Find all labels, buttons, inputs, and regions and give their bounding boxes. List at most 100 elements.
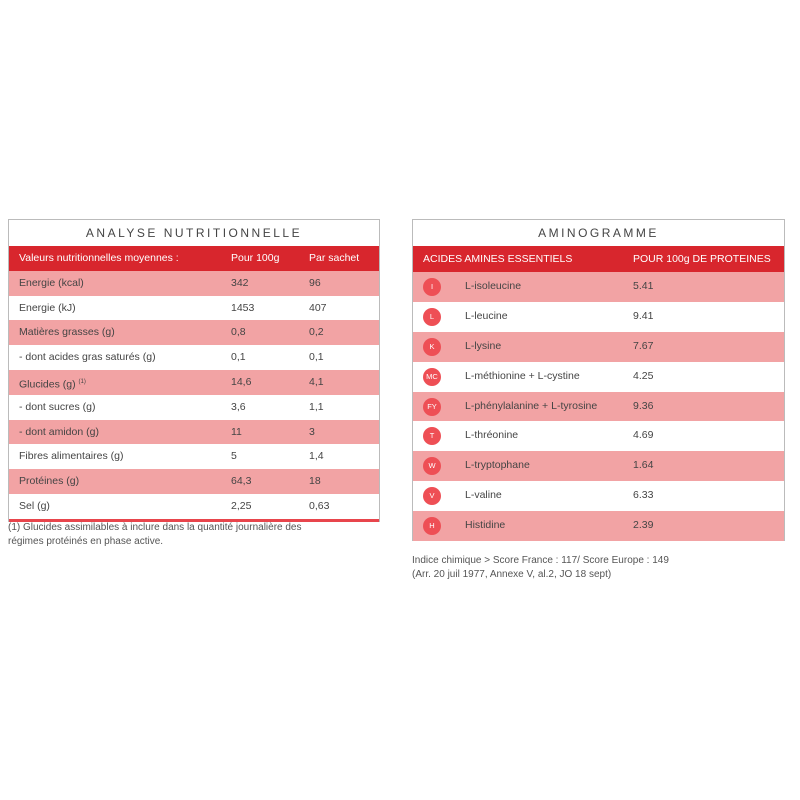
- row-per100: 0,8: [231, 326, 246, 339]
- row-per100: 0,1: [231, 351, 246, 364]
- row-label: Fibres alimentaires (g): [19, 444, 123, 469]
- row-label: Protéines (g): [19, 469, 79, 494]
- row-sachet: 0,63: [309, 499, 330, 512]
- amino-value: 7.67: [633, 339, 654, 352]
- amino-table: AMINOGRAMME ACIDES AMINES ESSENTIELS POU…: [412, 219, 785, 542]
- table-row: Energie (kcal) 342 96: [9, 270, 379, 296]
- amino-value: 6.33: [633, 489, 654, 502]
- amino-note: Indice chimique > Score France : 117/ Sc…: [412, 554, 669, 581]
- amino-value: 4.69: [633, 429, 654, 442]
- header-value: POUR 100g DE PROTEINES: [633, 253, 771, 265]
- row-label: Glucides (g) (1): [19, 370, 86, 397]
- amino-code-badge: T: [423, 427, 441, 446]
- row-sachet: 0,1: [309, 351, 324, 364]
- row-label: - dont acides gras saturés (g): [19, 345, 156, 370]
- nutrition-footnote: (1) Glucides assimilables à inclure dans…: [8, 521, 302, 548]
- table-row: Protéines (g) 64,3 18: [9, 469, 379, 494]
- table-row: - dont sucres (g) 3,6 1,1: [9, 395, 379, 420]
- table-row: MC L-méthionine + L-cystine 4.25: [413, 362, 784, 392]
- amino-code-badge: H: [423, 517, 441, 536]
- row-per100: 11: [231, 425, 242, 438]
- row-label: Energie (kcal): [19, 271, 84, 296]
- amino-value: 1.64: [633, 459, 654, 472]
- row-label: - dont sucres (g): [19, 395, 95, 420]
- amino-value: 9.41: [633, 309, 654, 322]
- amino-name: L-valine: [465, 489, 502, 502]
- table-row: - dont acides gras saturés (g) 0,1 0,1: [9, 345, 379, 370]
- row-sachet: 96: [309, 276, 321, 289]
- row-per100: 14,6: [231, 375, 252, 388]
- amino-name: L-lysine: [465, 339, 502, 352]
- row-sachet: 1,4: [309, 450, 324, 463]
- amino-code-badge: I: [423, 278, 441, 296]
- amino-value: 4.25: [633, 369, 654, 382]
- footnote-ref: (1): [78, 378, 86, 385]
- footnote-line: (1) Glucides assimilables à inclure dans…: [8, 522, 302, 533]
- amino-name: L-méthionine + L-cystine: [465, 369, 580, 382]
- amino-name: L-tryptophane: [465, 459, 530, 472]
- table-row: - dont amidon (g) 11 3: [9, 419, 379, 445]
- header-sachet: Par sachet: [309, 252, 360, 264]
- table-row: K L-lysine 7.67: [413, 331, 784, 362]
- label-text: Matières grasses (g): [19, 326, 115, 339]
- amino-name: L-phénylalanine + L-tyrosine: [465, 399, 598, 412]
- amino-value: 5.41: [633, 280, 654, 292]
- nutrition-title: ANALYSE NUTRITIONNELLE: [85, 226, 303, 240]
- label-text: - dont sucres (g): [19, 400, 96, 413]
- row-sachet: 407: [309, 301, 327, 314]
- table-row: V L-valine 6.33: [413, 481, 784, 511]
- row-per100: 5: [231, 450, 237, 463]
- row-per100: 64,3: [231, 475, 252, 488]
- row-sachet: 1,1: [309, 400, 324, 413]
- amino-value: 2.39: [633, 519, 654, 532]
- row-sachet: 3: [309, 425, 315, 438]
- table-row: Matières grasses (g) 0,8 0,2: [9, 320, 379, 346]
- label-text: Energie (kcal): [19, 276, 84, 289]
- footnote-line: régimes protéinés en phase active.: [8, 535, 164, 547]
- nutrition-table: ANALYSE NUTRITIONNELLE Valeurs nutrition…: [8, 219, 380, 522]
- amino-title: AMINOGRAMME: [538, 226, 659, 240]
- amino-code-badge: L: [423, 307, 441, 326]
- label-text: Sel (g): [19, 499, 50, 512]
- header-label: Valeurs nutritionnelles moyennes :: [19, 252, 179, 264]
- label-text: Glucides (g): [19, 378, 76, 391]
- header-amino: ACIDES AMINES ESSENTIELS: [423, 253, 573, 265]
- table-row: T L-thréonine 4.69: [413, 421, 784, 451]
- amino-name: Histidine: [465, 519, 506, 532]
- row-sachet: 0,2: [309, 326, 324, 339]
- row-label: Sel (g): [19, 494, 50, 519]
- amino-code-badge: K: [423, 337, 441, 356]
- amino-name: L-isoleucine: [465, 280, 522, 292]
- table-row: W L-tryptophane 1.64: [413, 451, 784, 482]
- nutrition-header-row: Valeurs nutritionnelles moyennes : Pour …: [9, 246, 379, 271]
- row-sachet: 4,1: [309, 375, 324, 388]
- table-row: Fibres alimentaires (g) 5 1,4: [9, 444, 379, 469]
- label-text: Energie (kJ): [19, 301, 76, 314]
- amino-code-badge: V: [423, 487, 441, 506]
- row-label: - dont amidon (g): [19, 420, 99, 445]
- note-line: (Arr. 20 juil 1977, Annexe V, al.2, JO 1…: [412, 568, 612, 580]
- table-row: Glucides (g) (1) 14,6 4,1: [9, 369, 379, 397]
- table-row: Energie (kJ) 1453 407: [9, 296, 379, 321]
- row-sachet: 18: [309, 475, 321, 488]
- row-label: Matières grasses (g): [19, 320, 115, 345]
- amino-code-badge: W: [423, 457, 441, 476]
- label-text: - dont amidon (g): [19, 425, 99, 438]
- row-per100: 2,25: [231, 499, 252, 512]
- amino-header-row: ACIDES AMINES ESSENTIELS POUR 100g DE PR…: [413, 246, 784, 272]
- note-line: Indice chimique > Score France : 117/ Sc…: [412, 555, 669, 566]
- table-row: Sel (g) 2,25 0,63: [9, 494, 379, 519]
- row-per100: 3,6: [231, 400, 246, 413]
- amino-code-badge: MC: [423, 367, 441, 386]
- amino-value: 9.36: [633, 399, 654, 412]
- table-row: L L-leucine 9.41: [413, 302, 784, 332]
- row-per100: 1453: [231, 301, 255, 314]
- amino-name: L-leucine: [465, 309, 508, 322]
- amino-name: L-thréonine: [465, 429, 519, 442]
- table-row: H Histidine 2.39: [413, 511, 784, 542]
- amino-code-badge: FY: [423, 397, 441, 416]
- table-row: FY L-phénylalanine + L-tyrosine 9.36: [413, 391, 784, 422]
- row-per100: 342: [231, 276, 249, 289]
- label-text: - dont acides gras saturés (g): [19, 351, 156, 364]
- row-label: Energie (kJ): [19, 296, 76, 321]
